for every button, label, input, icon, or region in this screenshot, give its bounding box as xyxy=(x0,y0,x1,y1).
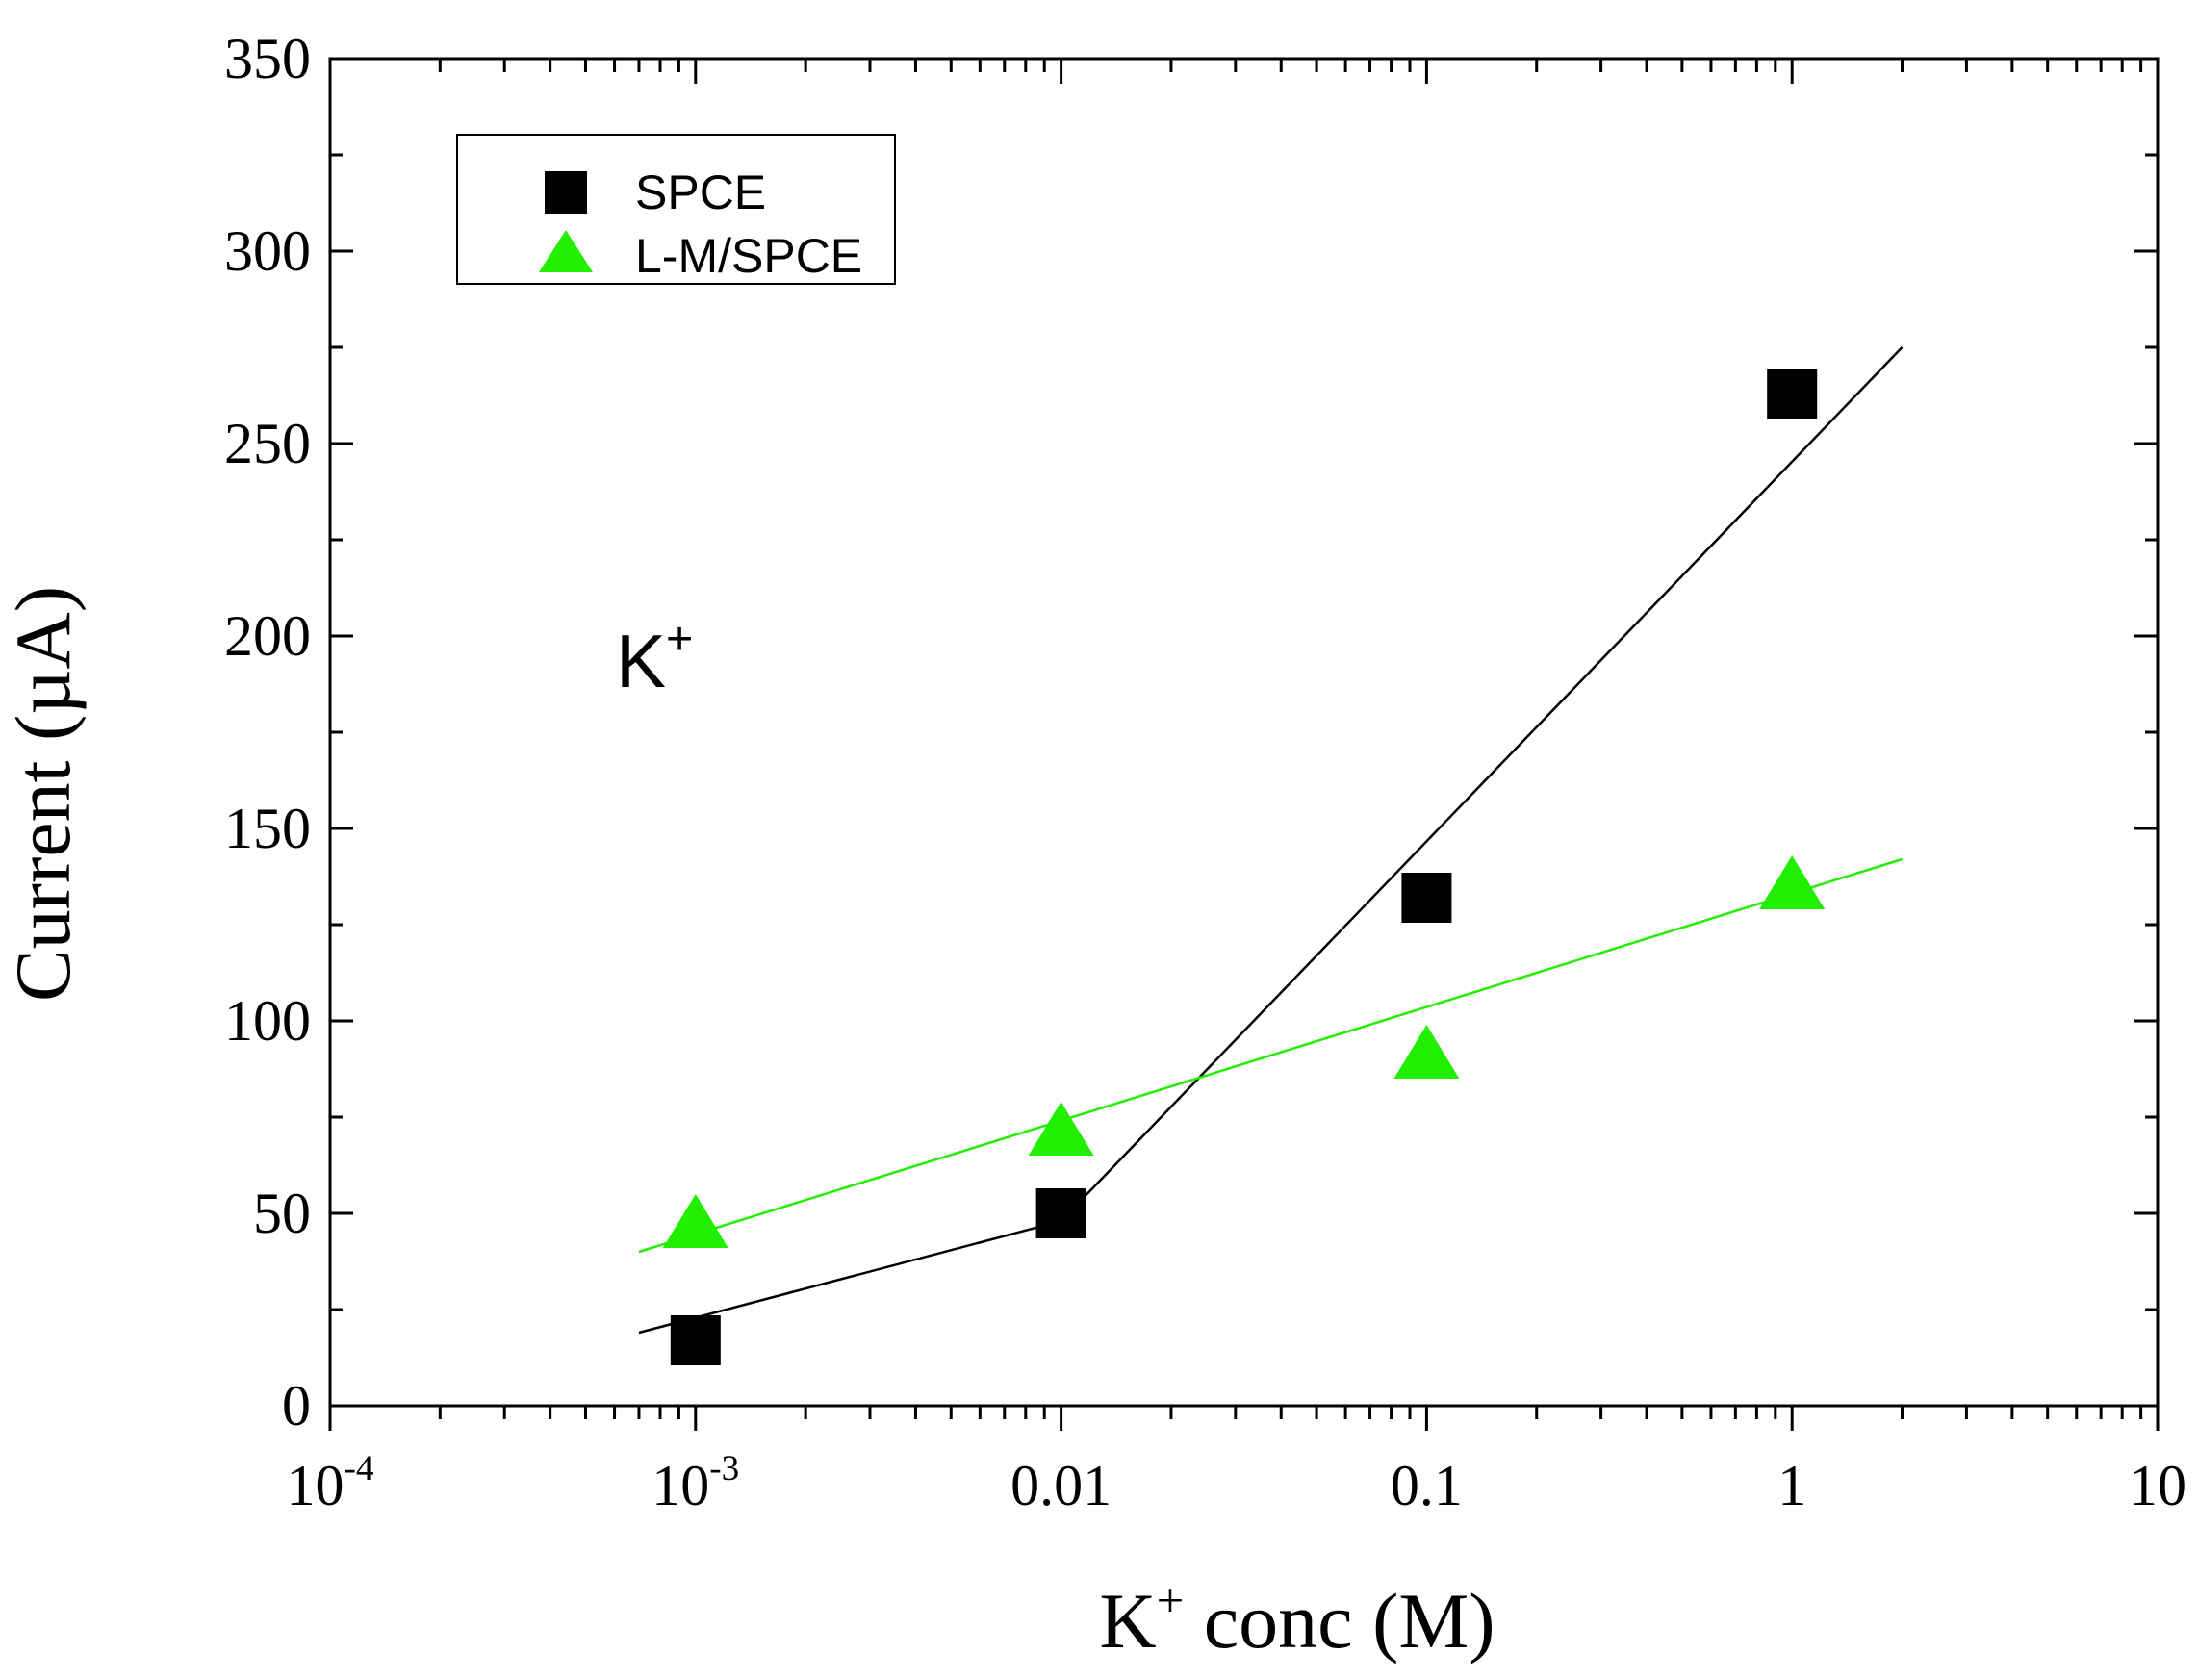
x-axis-title-rest: conc (M) xyxy=(1184,1577,1495,1665)
y-axis-title: Current (µA) xyxy=(0,586,87,1002)
y-tick-label: 300 xyxy=(224,219,311,283)
major-ticks xyxy=(328,57,2160,1431)
data-point-lm-spce xyxy=(1393,1025,1460,1079)
fit-line-spce xyxy=(1060,346,1904,1222)
x-axis-title: K+ conc (M) xyxy=(1099,1573,1495,1665)
fit-line-spce xyxy=(638,1219,1061,1335)
data-markers xyxy=(662,369,1826,1365)
y-tick-labels: 0 50 100 150 200 250 300 350 xyxy=(224,27,311,1438)
x-tick-label: 10 xyxy=(2129,1454,2186,1517)
y-tick-label: 100 xyxy=(224,989,311,1053)
x-axis-title-sup: + xyxy=(1157,1573,1185,1627)
legend-marker-lm-spce xyxy=(539,230,593,272)
fit-lines xyxy=(638,346,1904,1335)
y-tick-label: 200 xyxy=(224,604,311,668)
x-tick-label-exp: -3 xyxy=(709,1449,739,1489)
legend: SPCE L-M/SPCE xyxy=(456,134,896,285)
fit-line-lm-spce xyxy=(638,857,1903,1254)
data-point-lm-spce xyxy=(662,1194,728,1248)
y-tick-label: 250 xyxy=(224,412,311,475)
x-tick-label: 10-4 xyxy=(287,1449,374,1517)
x-tick-label-exp: -4 xyxy=(345,1449,374,1489)
k-plus-annotation-base: K xyxy=(616,619,666,703)
x-tick-label: 0.1 xyxy=(1391,1454,1463,1517)
legend-label-lm-spce: L-M/SPCE xyxy=(635,229,862,283)
x-tick-label-base: 10 xyxy=(287,1454,345,1517)
x-tick-label: 10-3 xyxy=(652,1449,739,1517)
data-point-lm-spce xyxy=(1028,1102,1094,1156)
data-point-spce xyxy=(670,1315,721,1365)
y-tick-label: 150 xyxy=(224,797,311,860)
y-tick-label: 0 xyxy=(282,1374,311,1438)
data-point-spce xyxy=(1767,369,1818,419)
data-point-spce xyxy=(1035,1188,1086,1238)
legend-box xyxy=(456,134,896,285)
k-plus-annotation-sup: + xyxy=(666,613,693,665)
x-tick-label: 1 xyxy=(1777,1454,1806,1517)
k-plus-annotation: K+ xyxy=(616,613,693,703)
x-tick-label-base: 10 xyxy=(652,1454,709,1517)
data-point-spce xyxy=(1401,873,1452,923)
legend-marker-spce xyxy=(545,171,587,214)
legend-label-spce: SPCE xyxy=(635,165,766,219)
minor-ticks xyxy=(330,59,2158,1419)
x-axis-title-base: K xyxy=(1099,1577,1156,1665)
x-tick-label: 0.01 xyxy=(1010,1454,1112,1517)
x-tick-labels: 10-4 10-3 0.01 0.1 1 10 xyxy=(287,1449,2186,1517)
data-point-lm-spce xyxy=(1759,855,1826,909)
y-tick-label: 50 xyxy=(253,1182,311,1245)
y-tick-label: 350 xyxy=(224,27,311,90)
